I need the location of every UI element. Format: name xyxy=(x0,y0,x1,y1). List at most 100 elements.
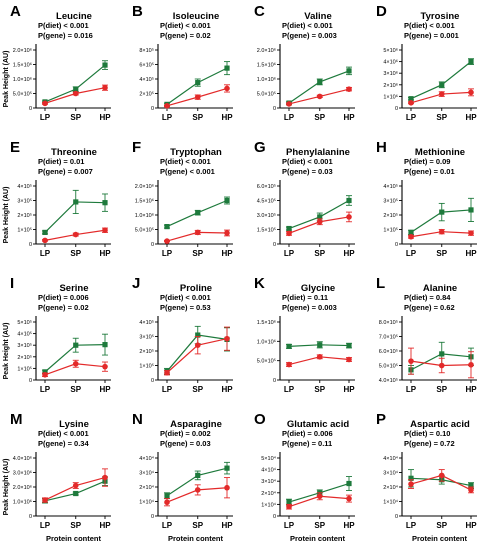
y-tick-label: 0 xyxy=(151,242,154,248)
data-point xyxy=(346,86,352,92)
series-red xyxy=(42,359,108,378)
series-green xyxy=(408,469,474,489)
x-tick-label: SP xyxy=(436,113,447,122)
panel-title: Tryptophan xyxy=(170,147,222,158)
data-point xyxy=(195,210,201,216)
panel-e: E Threonine 0 1×10⁵ 2×10⁵ 3×10⁵ 4×10⁵ LP SP HP P(d… xyxy=(3,139,111,258)
x-tick-label: HP xyxy=(343,521,355,530)
series-green xyxy=(164,461,230,500)
data-point xyxy=(42,100,48,107)
series-red xyxy=(408,469,474,494)
y-tick-label: 2×10⁵ xyxy=(17,354,32,361)
stat-gene: P(gene) = 0.03 xyxy=(160,439,211,448)
x-tick-label: SP xyxy=(314,521,325,530)
y-tick-label: 5.0×10⁵ xyxy=(257,358,276,365)
y-tick-label: 2×10⁴ xyxy=(383,484,398,491)
series-line xyxy=(44,64,106,103)
data-point xyxy=(164,493,170,499)
data-point xyxy=(408,229,414,235)
stat-diet: P(diet) < 0.001 xyxy=(160,21,211,30)
data-point xyxy=(286,499,292,505)
x-tick-label: HP xyxy=(99,113,111,122)
stat-gene: P(gene) = 0.72 xyxy=(404,439,455,448)
series-green xyxy=(42,333,108,375)
x-tick-label: HP xyxy=(465,249,477,258)
data-point xyxy=(195,80,201,86)
panel-letter: B xyxy=(132,3,143,20)
y-tick-label: 3.0×10⁶ xyxy=(13,470,32,477)
series-red xyxy=(42,84,108,107)
panel-title: Alanine xyxy=(423,283,457,294)
data-point xyxy=(164,499,170,506)
stat-diet: P(diet) < 0.001 xyxy=(282,157,333,166)
y-tick-label: 0 xyxy=(29,106,32,112)
x-tick-label: SP xyxy=(314,249,325,258)
data-point xyxy=(286,361,292,368)
x-tick-label: LP xyxy=(284,385,295,394)
y-axis-title: Peak Height (AU) xyxy=(3,187,10,244)
y-tick-label: 1.0×10⁶ xyxy=(257,338,276,345)
series-red xyxy=(164,326,230,376)
x-axis-title: Protein content xyxy=(168,534,224,543)
data-point xyxy=(194,487,201,493)
x-tick-label: LP xyxy=(406,249,417,258)
data-point xyxy=(408,233,414,240)
x-tick-label: SP xyxy=(192,385,203,394)
series-green xyxy=(164,61,230,107)
stat-diet: P(diet) = 0.002 xyxy=(160,429,211,438)
x-tick-label: SP xyxy=(70,521,81,530)
x-tick-label: HP xyxy=(221,385,233,394)
panel-c: C Valine 0 5.0×10⁵ 1.0×10⁶ 1.5×10⁶ 2.0×10⁶ LP SP… xyxy=(254,3,355,122)
stat-gene: P(gene) = 0.003 xyxy=(282,303,337,312)
series-line xyxy=(44,344,106,373)
y-tick-label: 2.0×10⁶ xyxy=(13,484,32,491)
series-green xyxy=(286,195,352,232)
series-red xyxy=(408,347,474,379)
panel-title: Serine xyxy=(59,283,88,294)
data-point xyxy=(468,207,474,213)
x-tick-label: SP xyxy=(436,249,447,258)
data-point xyxy=(195,472,201,478)
x-tick-label: SP xyxy=(192,113,203,122)
series-red xyxy=(408,88,474,106)
y-tick-label: 0 xyxy=(151,378,154,384)
data-point xyxy=(164,103,170,109)
series-red xyxy=(42,227,108,244)
data-point xyxy=(224,335,230,342)
y-axis-title: Peak Height (AU) xyxy=(3,323,10,380)
stat-gene: P(gene) = 0.11 xyxy=(282,439,332,448)
panel-letter: O xyxy=(254,411,266,428)
stat-gene: P(gene) = 0.34 xyxy=(38,439,89,448)
panel-title: Glycine xyxy=(301,283,335,294)
y-tick-label: 1.5×10⁶ xyxy=(13,62,32,69)
y-tick-label: 1×10⁶ xyxy=(383,93,398,100)
series-green xyxy=(42,476,108,504)
y-tick-label: 1.5×10⁶ xyxy=(257,62,276,69)
panel-f: F Tryptophan 0 5.0×10⁵ 1.0×10⁶ 1.5×10⁶ 2.0×10⁶… xyxy=(132,139,233,258)
y-tick-label: 2×10⁴ xyxy=(139,484,154,491)
data-point xyxy=(73,199,79,205)
y-tick-label: 3×10⁵ xyxy=(383,198,398,205)
x-tick-label: HP xyxy=(343,249,355,258)
data-point xyxy=(408,481,414,487)
y-tick-label: 4×10⁴ xyxy=(261,467,276,474)
y-tick-label: 0 xyxy=(29,242,32,248)
stat-diet: P(diet) < 0.001 xyxy=(160,157,211,166)
panel-title: Leucine xyxy=(56,11,92,22)
panel-p: P Aspartic acid 0 1×10⁴ 2×10⁴ 3×10⁴ 4×10⁴ LP SP H… xyxy=(376,411,477,543)
series-red xyxy=(408,228,474,240)
data-point xyxy=(286,101,292,107)
x-axis-title: Protein content xyxy=(46,534,102,543)
x-tick-label: LP xyxy=(40,249,51,258)
y-tick-label: 3×10⁴ xyxy=(261,478,276,485)
stat-diet: P(diet) = 0.10 xyxy=(404,429,450,438)
panel-title: Tyrosine xyxy=(421,11,460,22)
y-tick-label: 1.5×10⁶ xyxy=(135,198,154,205)
series-line xyxy=(44,201,106,233)
y-tick-label: 1×10⁴ xyxy=(139,499,154,506)
panel-d: D Tyrosine 0 1×10⁶ 2×10⁶ 3×10⁶ 4×10⁶ 5×10⁶ LP SP H… xyxy=(376,3,477,122)
data-point xyxy=(408,96,414,102)
data-point xyxy=(102,227,108,234)
stat-gene: P(gene) = 0.53 xyxy=(160,303,211,312)
